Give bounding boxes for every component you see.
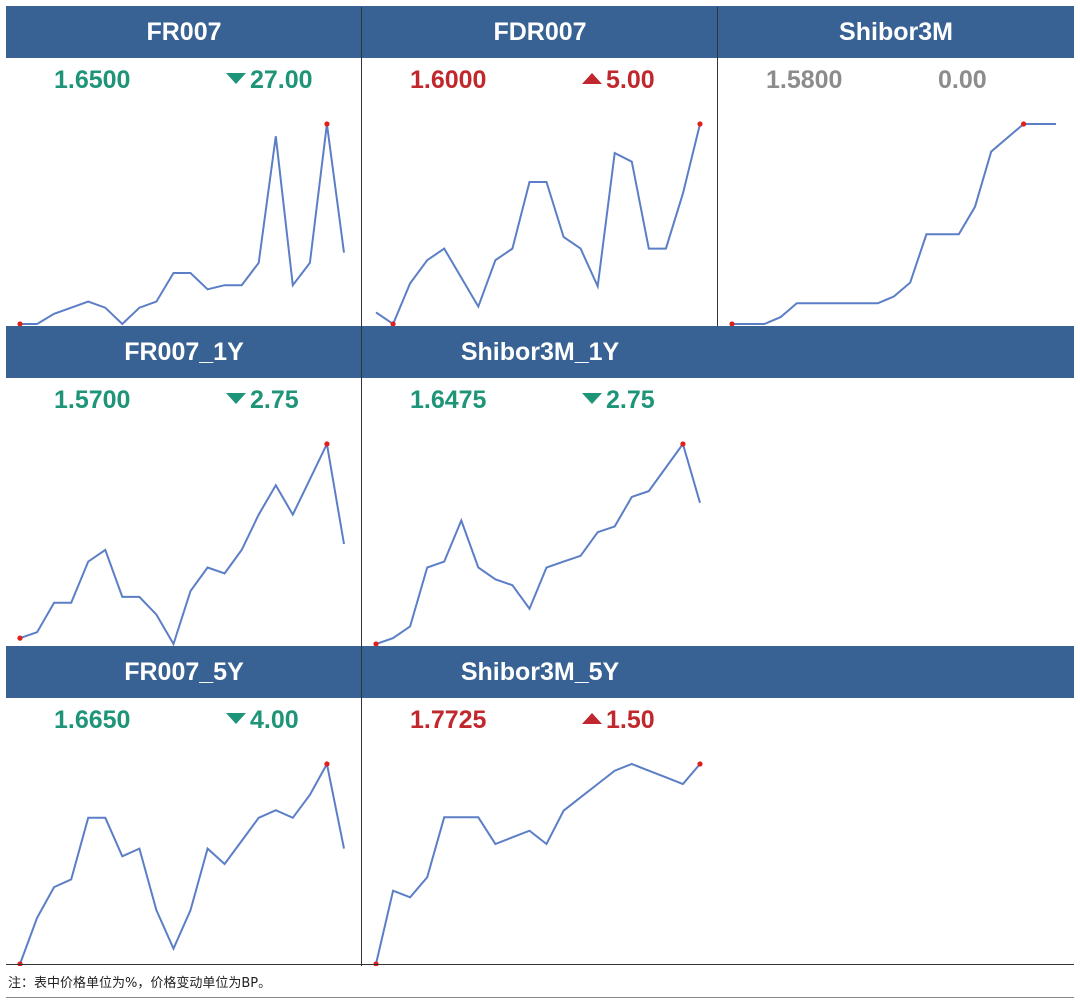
change-number: 0.00 [938,66,987,94]
highlight-point [729,321,735,326]
note-divider [6,997,1074,998]
note-divider [6,964,1074,965]
highlight-point [373,641,379,646]
price-value: 1.6000 [410,66,487,94]
price-value: 1.6475 [410,386,487,414]
chart-grid: FR007 1.6500 27.00 FDR007 1.6000 5.00 Sh… [6,6,1074,966]
change-value: 27.00 [226,66,313,95]
price-value: 1.6650 [54,706,131,734]
panel-title: Shibor3M [839,18,953,46]
series-line [375,123,701,326]
chart-panel-fdr007: FDR007 1.6000 5.00 [362,6,718,326]
column-divider [717,6,718,326]
series-line [19,761,345,965]
series-line [20,123,345,326]
header-band-row-2 [6,326,1074,378]
direction-triangle-icon [226,72,246,84]
highlight-point [17,321,23,326]
highlight-point [390,321,396,326]
change-value: 1.50 [582,706,655,735]
change-number: 27.00 [250,66,313,94]
chart-panel-fr007-1y: FR007_1Y 1.5700 2.75 [6,326,362,646]
change-value: 2.75 [226,386,299,415]
sparkline-fdr007 [375,121,703,326]
panel-title: FR007_1Y [124,338,244,366]
highlight-point [324,761,330,767]
column-divider [361,6,362,966]
series-line [375,441,701,645]
highlight-point [324,441,330,447]
direction-triangle-icon [582,712,602,724]
change-value: 5.00 [582,66,655,95]
sparkline-shibor3m [729,121,1056,326]
series-line [375,762,701,965]
panel-title: FR007 [146,18,222,46]
change-value: 4.00 [226,706,299,735]
series-line [19,440,345,646]
panel-title: FDR007 [493,18,587,46]
highlight-point [17,635,23,641]
price-value: 1.6500 [54,66,131,94]
highlight-point [697,121,703,127]
direction-triangle-icon [226,392,246,404]
chart-panel-shibor3m-5y: Shibor3M_5Y 1.7725 1.50 [362,646,718,966]
change-number: 1.50 [606,706,655,734]
sparkline-shibor3m-1y [373,441,701,646]
panel-title: Shibor3M_1Y [460,338,620,366]
direction-triangle-icon [582,392,602,404]
change-number: 5.00 [606,66,655,94]
chart-panel-fr007: FR007 1.6500 27.00 [6,6,362,326]
direction-triangle-icon [582,72,602,84]
change-number: 4.00 [250,706,299,734]
sparkline-fr007 [17,121,345,326]
highlight-point [324,121,330,127]
change-value: 0.00 [938,66,987,95]
change-number: 2.75 [250,386,299,414]
highlight-point [680,441,686,447]
change-number: 2.75 [606,386,655,414]
price-value: 1.5700 [54,386,131,414]
panel-title: FR007_5Y [124,658,244,686]
footnote: 注：表中价格单位为%，价格变动单位为BP。 [8,976,272,991]
chart-panel-shibor3m-1y: Shibor3M_1Y 1.6475 2.75 [362,326,718,646]
row-divider [6,6,1074,7]
header-band-row-1 [6,6,1074,58]
highlight-point [1021,121,1027,127]
direction-triangle-icon [226,712,246,724]
change-value: 2.75 [582,386,655,415]
chart-panel-shibor3m: Shibor3M 1.5800 0.00 [718,6,1074,326]
panel-title: Shibor3M_5Y [460,658,620,686]
price-value: 1.5800 [766,66,843,94]
sparkline-fr007-1y [17,440,345,646]
chart-panel-fr007-5y: FR007_5Y 1.6650 4.00 [6,646,362,966]
series-line [732,123,1056,325]
header-band-row-3 [6,646,1074,698]
price-value: 1.7725 [410,706,487,734]
highlight-point [697,761,703,767]
